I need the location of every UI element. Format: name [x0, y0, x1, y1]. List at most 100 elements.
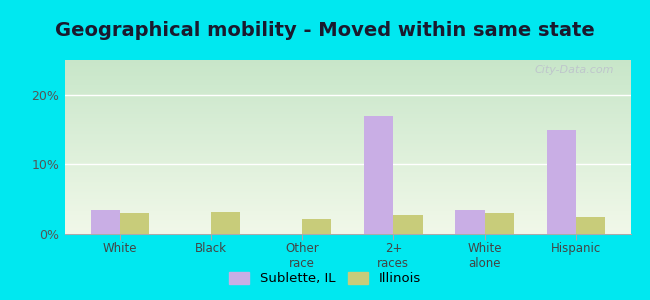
Bar: [65, 202, 630, 203]
Bar: [65, 61, 630, 63]
Bar: [65, 224, 630, 225]
Bar: [120, 213, 149, 234]
Bar: [65, 67, 630, 69]
Bar: [65, 88, 630, 89]
Bar: [65, 134, 630, 135]
Bar: [65, 144, 630, 146]
Bar: [65, 77, 630, 79]
Bar: [65, 116, 630, 118]
Bar: [65, 124, 630, 125]
Bar: [65, 72, 630, 73]
Bar: [65, 135, 630, 137]
Bar: [65, 137, 630, 138]
Bar: [65, 60, 630, 61]
Bar: [65, 166, 630, 167]
Bar: [65, 205, 630, 206]
Bar: [65, 175, 630, 176]
Bar: [65, 114, 630, 115]
Bar: [364, 116, 393, 234]
Bar: [65, 183, 630, 185]
Bar: [456, 210, 484, 234]
Bar: [65, 140, 630, 141]
Bar: [65, 172, 630, 173]
Bar: [65, 232, 630, 234]
Bar: [65, 176, 630, 178]
Bar: [65, 79, 630, 80]
Bar: [65, 76, 630, 77]
Bar: [65, 119, 630, 121]
Bar: [65, 83, 630, 85]
Bar: [576, 217, 605, 234]
Bar: [65, 190, 630, 192]
Bar: [65, 179, 630, 180]
Bar: [65, 146, 630, 147]
Bar: [65, 198, 630, 199]
Bar: [65, 70, 630, 72]
Bar: [65, 105, 630, 106]
Bar: [65, 148, 630, 150]
Bar: [65, 209, 630, 211]
Bar: [65, 186, 630, 188]
Bar: [65, 227, 630, 228]
Bar: [65, 194, 630, 195]
Bar: [65, 214, 630, 215]
Bar: [65, 215, 630, 217]
Bar: [65, 159, 630, 160]
Bar: [65, 154, 630, 156]
Bar: [65, 173, 630, 175]
Bar: [65, 130, 630, 131]
Bar: [65, 122, 630, 124]
Bar: [65, 86, 630, 88]
Bar: [65, 180, 630, 182]
Bar: [65, 111, 630, 112]
Bar: [65, 74, 630, 76]
Bar: [65, 156, 630, 157]
Bar: [65, 178, 630, 179]
Bar: [65, 150, 630, 152]
Bar: [65, 192, 630, 194]
Bar: [65, 201, 630, 202]
Bar: [65, 133, 630, 134]
Bar: [211, 212, 240, 234]
Bar: [65, 82, 630, 83]
Bar: [65, 63, 630, 64]
Bar: [65, 115, 630, 116]
Bar: [65, 92, 630, 93]
Legend: Sublette, IL, Illinois: Sublette, IL, Illinois: [224, 266, 426, 290]
Bar: [65, 170, 630, 172]
Bar: [65, 203, 630, 205]
Bar: [65, 96, 630, 98]
Bar: [65, 195, 630, 196]
Bar: [65, 85, 630, 86]
Bar: [65, 225, 630, 227]
Bar: [65, 169, 630, 170]
Bar: [65, 138, 630, 140]
Bar: [65, 143, 630, 144]
Bar: [65, 189, 630, 190]
Bar: [65, 164, 630, 166]
Bar: [65, 95, 630, 96]
Bar: [65, 64, 630, 66]
Bar: [65, 160, 630, 161]
Bar: [65, 199, 630, 201]
Bar: [65, 118, 630, 119]
Bar: [65, 121, 630, 122]
Bar: [65, 188, 630, 189]
Bar: [65, 112, 630, 114]
Bar: [65, 131, 630, 133]
Bar: [65, 99, 630, 100]
Bar: [65, 157, 630, 159]
Bar: [65, 196, 630, 198]
Bar: [65, 100, 630, 102]
Bar: [65, 217, 630, 218]
Bar: [65, 108, 630, 109]
Bar: [484, 213, 514, 234]
Bar: [65, 206, 630, 208]
Bar: [65, 185, 630, 186]
Bar: [65, 109, 630, 111]
Bar: [65, 89, 630, 91]
Bar: [65, 230, 630, 231]
Bar: [65, 211, 630, 212]
Bar: [65, 163, 630, 164]
Bar: [65, 106, 630, 108]
